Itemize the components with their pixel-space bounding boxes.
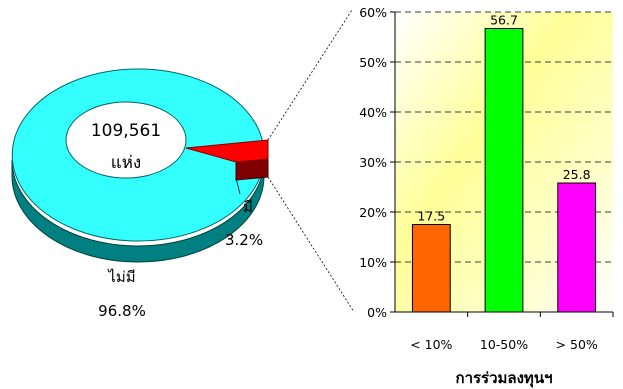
- y-tick-label: 10%: [359, 255, 387, 270]
- bar-data-label: 56.7: [490, 13, 518, 28]
- x-tick-label: 10-50%: [480, 337, 528, 352]
- connector-line-top: [267, 9, 353, 141]
- donut-chart: 109,561 แห่ง มี 3.2% ไม่มี 96.8%: [11, 68, 269, 320]
- y-tick-label: 0%: [367, 305, 387, 320]
- bar: [411, 224, 451, 313]
- bar-data-label: 25.8: [563, 167, 591, 182]
- bar-chart: 0% 10% 20% 30% 40% 50% 60% 17.5 < 10% 56.7 10-50%…: [359, 5, 614, 388]
- x-axis-title: การร่วมลงทุนฯ: [455, 369, 552, 388]
- y-axis-ticks: 0% 10% 20% 30% 40% 50% 60%: [359, 5, 395, 320]
- slice-value-no: 96.8%: [98, 302, 146, 320]
- slice-yes: [185, 139, 269, 163]
- y-tick-label: 40%: [359, 105, 387, 120]
- x-tick-label: > 50%: [556, 337, 598, 352]
- slice-value-yes: 3.2%: [225, 231, 263, 249]
- slice-yes-group: [185, 139, 269, 181]
- connector-line-bottom: [267, 176, 355, 313]
- bar-data-label: 17.5: [417, 209, 445, 224]
- slice-label-no: ไม่มี: [107, 268, 135, 286]
- bar: [557, 182, 597, 313]
- bar: [484, 28, 524, 313]
- y-tick-label: 20%: [359, 205, 387, 220]
- slice-side-yes: [235, 158, 269, 181]
- bars: 17.5 < 10% 56.7 10-50% 25.8 > 50%: [410, 13, 614, 352]
- leader-line-yes: [235, 177, 241, 195]
- slice-no: [11, 68, 265, 242]
- center-unit-label: แห่ง: [111, 153, 141, 173]
- y-tick-label: 50%: [359, 55, 387, 70]
- y-tick-label: 30%: [359, 155, 387, 170]
- x-tick-label: < 10%: [410, 337, 452, 352]
- center-value-label: 109,561: [91, 121, 161, 141]
- slice-label-yes: มี: [243, 198, 253, 216]
- y-tick-label: 60%: [359, 5, 387, 20]
